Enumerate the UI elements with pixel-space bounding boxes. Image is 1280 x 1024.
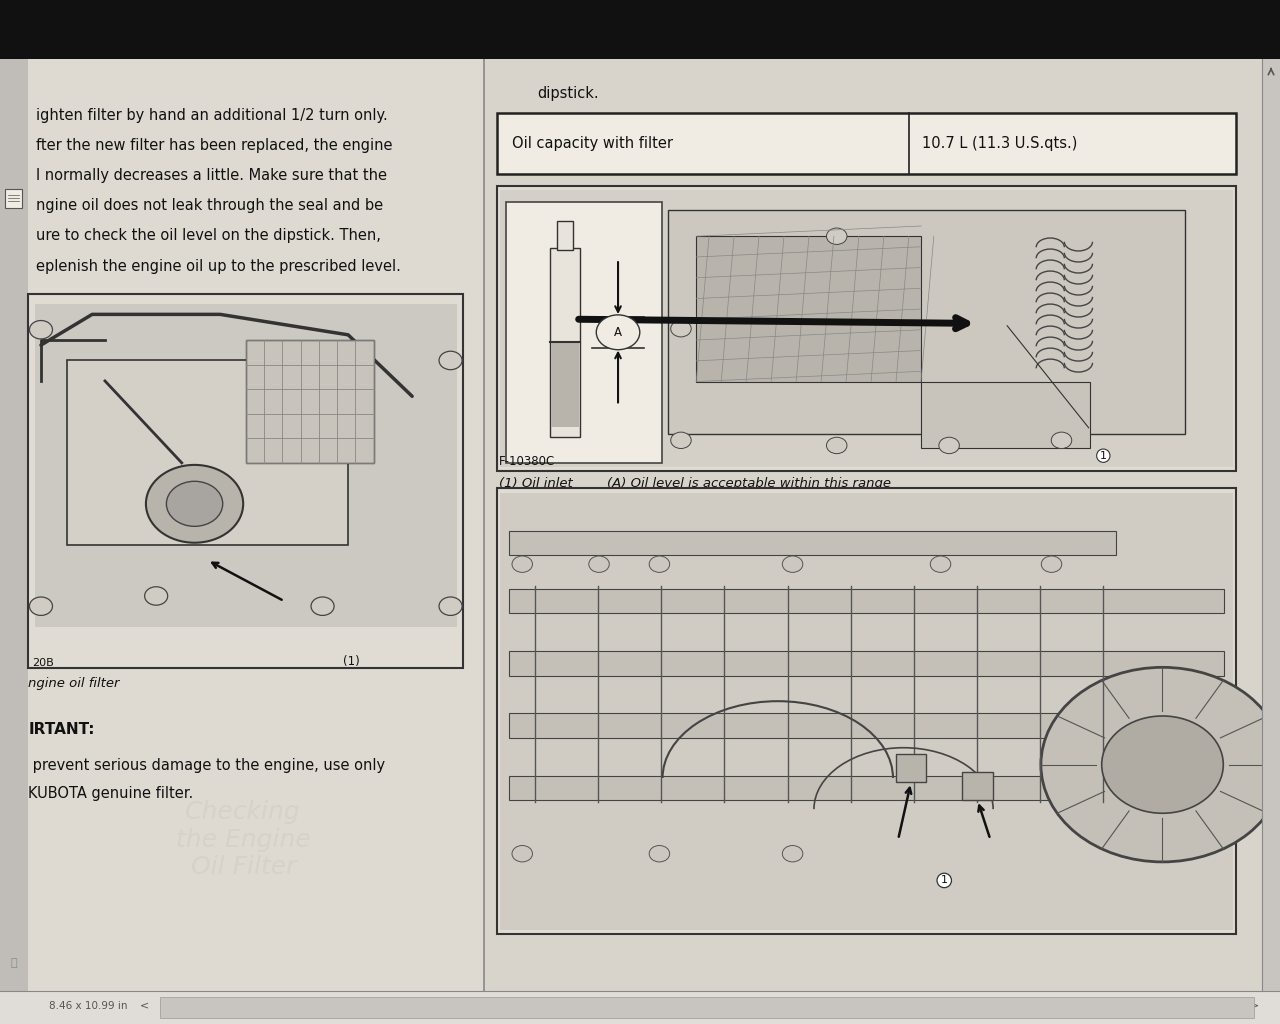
Text: Checking
the Engine
Oil Filter: Checking the Engine Oil Filter <box>175 800 311 880</box>
Circle shape <box>29 597 52 615</box>
Circle shape <box>512 846 532 862</box>
Circle shape <box>1051 432 1071 449</box>
Circle shape <box>1102 716 1224 813</box>
Text: 1: 1 <box>941 876 947 886</box>
Bar <box>0 0 1280 59</box>
Text: 8.46 x 10.99 in: 8.46 x 10.99 in <box>49 1000 127 1011</box>
Text: eplenish the engine oil up to the prescribed level.: eplenish the engine oil up to the prescr… <box>36 258 401 273</box>
Text: ure to check the oil level on the dipstick. Then,: ure to check the oil level on the dipsti… <box>36 228 380 244</box>
Text: l normally decreases a little. Make sure that the: l normally decreases a little. Make sure… <box>36 168 387 183</box>
Text: 20B: 20B <box>32 657 54 668</box>
Text: >: > <box>1249 1000 1260 1011</box>
Text: ighten filter by hand an additional 1/2 turn only.: ighten filter by hand an additional 1/2 … <box>36 108 388 123</box>
Circle shape <box>940 437 960 454</box>
Bar <box>5 189 22 208</box>
Bar <box>668 210 1185 434</box>
Bar <box>509 776 1224 801</box>
Circle shape <box>596 315 640 350</box>
Text: <: < <box>140 1000 150 1011</box>
Text: ngine oil filter: ngine oil filter <box>28 677 119 690</box>
Text: 📎: 📎 <box>10 957 18 968</box>
Bar <box>160 997 1254 1018</box>
Text: (A) Oil level is acceptable within this range: (A) Oil level is acceptable within this … <box>607 477 891 490</box>
Bar <box>509 589 1224 613</box>
Circle shape <box>671 321 691 337</box>
Circle shape <box>589 556 609 572</box>
Text: (See “LUBRICANTS” in Maintenance Section): (See “LUBRICANTS” in Maintenance Section… <box>538 115 864 130</box>
Circle shape <box>782 846 803 862</box>
Circle shape <box>827 437 847 454</box>
Circle shape <box>29 321 52 339</box>
Text: dipstick.: dipstick. <box>538 86 599 101</box>
Bar <box>500 190 1233 467</box>
Circle shape <box>439 351 462 370</box>
Text: IRTANT:: IRTANT: <box>28 722 95 737</box>
Bar <box>696 237 922 382</box>
Bar <box>509 530 1116 555</box>
Circle shape <box>1042 556 1062 572</box>
Bar <box>0 991 1280 1024</box>
Bar <box>35 304 457 627</box>
Bar <box>497 186 1236 471</box>
Bar <box>28 294 463 668</box>
Circle shape <box>439 597 462 615</box>
Text: A: A <box>614 326 622 339</box>
Bar <box>922 382 1089 447</box>
Circle shape <box>782 556 803 572</box>
Bar <box>0 59 28 991</box>
Bar <box>28 59 484 991</box>
Text: 10.7 L (11.3 U.S.qts.): 10.7 L (11.3 U.S.qts.) <box>923 136 1078 151</box>
Text: Oil capacity with filter: Oil capacity with filter <box>512 136 673 151</box>
Bar <box>67 360 348 545</box>
Text: 1: 1 <box>1100 451 1107 461</box>
Bar <box>896 754 927 782</box>
Bar <box>484 59 1262 991</box>
Text: fter the new filter has been replaced, the engine: fter the new filter has been replaced, t… <box>36 137 393 153</box>
Bar <box>549 248 580 437</box>
Bar <box>963 772 993 801</box>
Text: ngine oil does not leak through the seal and be: ngine oil does not leak through the seal… <box>36 198 383 213</box>
Bar <box>1262 59 1280 991</box>
Circle shape <box>311 597 334 615</box>
Circle shape <box>1041 668 1280 862</box>
Text: prevent serious damage to the engine, use only: prevent serious damage to the engine, us… <box>28 758 385 773</box>
Bar <box>509 651 1224 676</box>
Circle shape <box>512 556 532 572</box>
Text: (1): (1) <box>343 655 360 669</box>
Text: (1) Oil inlet: (1) Oil inlet <box>499 477 573 490</box>
Bar <box>550 342 579 427</box>
Circle shape <box>649 556 669 572</box>
Circle shape <box>166 481 223 526</box>
Text: KUBOTA genuine filter.: KUBOTA genuine filter. <box>28 786 193 802</box>
Bar <box>497 488 1236 934</box>
Bar <box>509 714 1224 738</box>
Circle shape <box>145 587 168 605</box>
Circle shape <box>671 432 691 449</box>
Bar <box>497 113 1236 174</box>
Circle shape <box>827 228 847 245</box>
Circle shape <box>649 846 669 862</box>
Circle shape <box>146 465 243 543</box>
Bar <box>506 202 662 463</box>
Bar <box>500 493 1233 930</box>
Bar <box>557 221 572 250</box>
Circle shape <box>931 556 951 572</box>
Bar <box>246 340 374 463</box>
Text: F-10380C: F-10380C <box>499 455 556 468</box>
